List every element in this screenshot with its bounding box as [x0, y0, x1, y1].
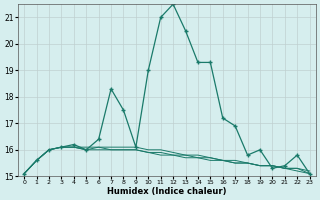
X-axis label: Humidex (Indice chaleur): Humidex (Indice chaleur)	[107, 187, 227, 196]
